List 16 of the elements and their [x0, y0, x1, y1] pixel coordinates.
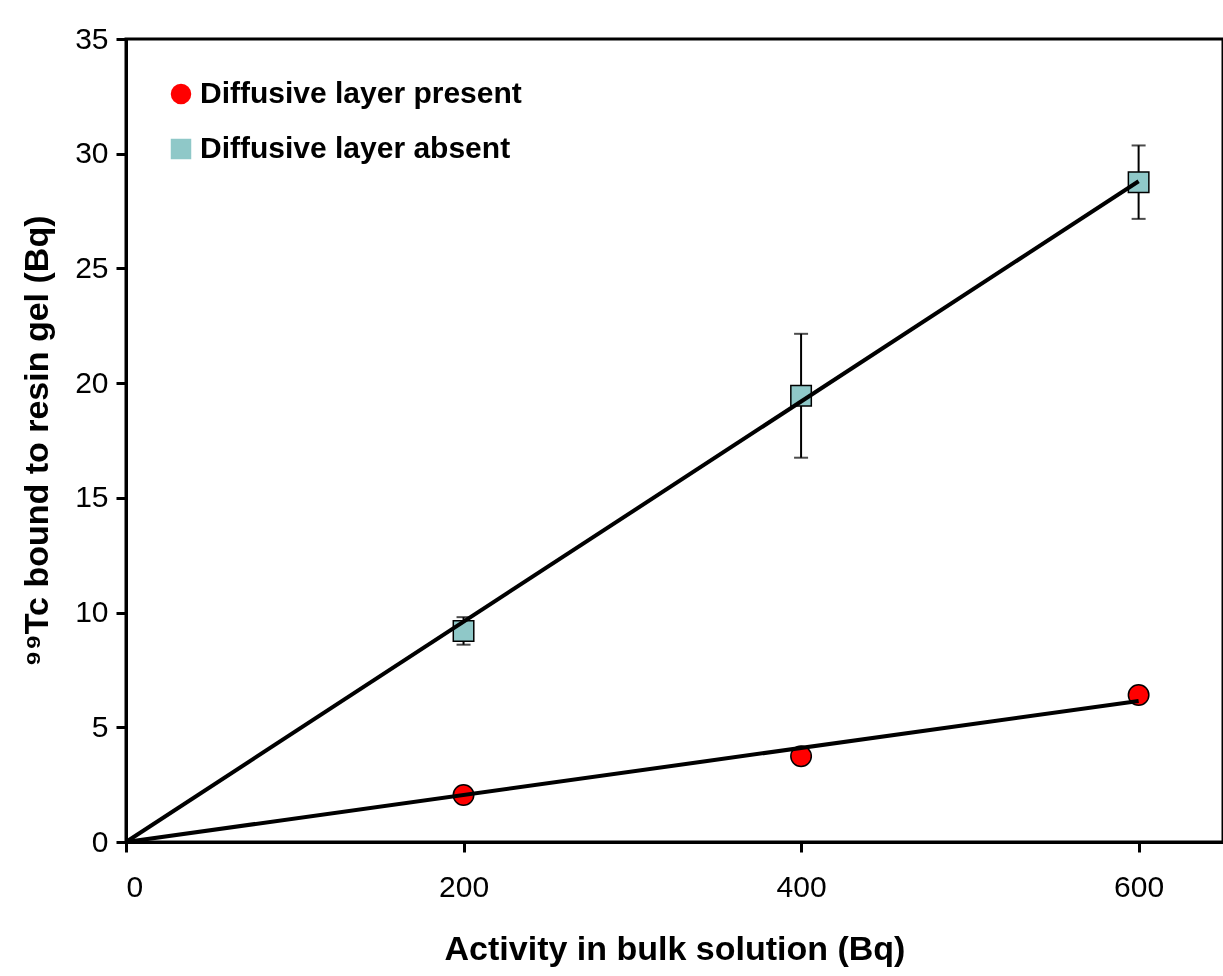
y-tick-label: 25 — [75, 250, 109, 284]
x-tick-label: 200 — [439, 869, 490, 903]
y-tick-label: 35 — [75, 21, 109, 55]
y-tick-label: 30 — [75, 136, 109, 170]
y-tick-label: 10 — [75, 595, 109, 629]
y-tick-label: 15 — [75, 480, 109, 514]
y-tick-label: 0 — [91, 824, 109, 858]
y-tick-label: 20 — [75, 365, 109, 399]
x-tick-label: 600 — [1114, 869, 1165, 903]
y-axis-title: ⁹⁹Tc bound to resin gel (Bq) — [17, 215, 56, 667]
x-axis-title: Activity in bulk solution (Bq) — [444, 928, 906, 967]
x-tick-label: 400 — [776, 869, 827, 903]
legend-label: Diffusive layer absent — [200, 131, 511, 164]
x-tick-label: 0 — [126, 869, 144, 903]
legend-label: Diffusive layer present — [200, 76, 522, 109]
y-tick-label: 5 — [91, 709, 109, 743]
